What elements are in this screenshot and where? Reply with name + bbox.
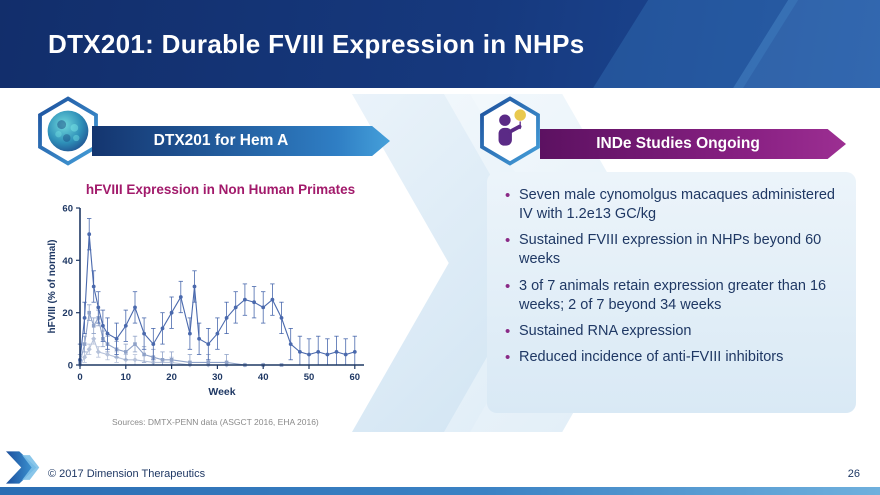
svg-text:50: 50 <box>304 372 315 383</box>
svg-text:60: 60 <box>350 372 361 383</box>
svg-text:60: 60 <box>62 204 73 215</box>
svg-text:40: 40 <box>258 372 269 383</box>
bottom-accent-bar <box>0 487 880 495</box>
copyright-text: © 2017 Dimension Therapeutics <box>48 468 206 480</box>
patient-with-iv-icon <box>480 96 540 166</box>
slide-title: DTX201: Durable FVIII Expression in NHPs <box>48 28 585 59</box>
inde-banner: INDe Studies Ongoing <box>540 129 846 159</box>
svg-text:0: 0 <box>77 372 82 383</box>
svg-text:Week: Week <box>208 386 235 398</box>
hem-a-banner: DTX201 for Hem A <box>92 126 390 156</box>
svg-text:20: 20 <box>62 308 73 319</box>
inde-summary-box: Seven male cynomolgus macaques administe… <box>487 172 856 413</box>
nhp-chart-svg: 0 10 20 30 40 50 60 0 20 40 60 Week hFVIII (% of nor… <box>47 204 364 398</box>
page-number: 26 <box>847 468 860 480</box>
dimension-therapeutics-logo <box>6 451 40 484</box>
bullet-item: Reduced incidence of anti-FVIII inhibito… <box>505 348 844 368</box>
chart-title: hFVIII Expression in Non Human Primates <box>85 182 356 197</box>
svg-text:10: 10 <box>121 372 132 383</box>
bullet-item: Sustained RNA expression <box>505 322 844 342</box>
nhp-expression-chart: 0 10 20 30 40 50 60 0 20 40 60 Week hFVIII (% of nor… <box>44 198 374 403</box>
svg-text:20: 20 <box>166 372 177 383</box>
svg-text:30: 30 <box>212 372 223 383</box>
sources-note: Sources: DMTX-PENN data (ASGCT 2016, EHA… <box>112 417 319 427</box>
inde-banner-label: INDe Studies Ongoing <box>596 135 760 152</box>
bullet-item: Sustained FVIII expression in NHPs beyon… <box>505 231 844 269</box>
svg-text:0: 0 <box>68 361 73 372</box>
svg-text:40: 40 <box>62 256 73 267</box>
title-bar: DTX201: Durable FVIII Expression in NHPs <box>0 0 880 88</box>
bullet-item: Seven male cynomolgus macaques administe… <box>505 186 844 224</box>
bullet-item: 3 of 7 animals retain expression greater… <box>505 277 844 315</box>
hem-a-banner-label: DTX201 for Hem A <box>153 132 289 149</box>
virus-capsid-icon <box>38 96 98 166</box>
bullet-list: Seven male cynomolgus macaques administe… <box>505 186 844 368</box>
svg-text:hFVIII (% of normal): hFVIII (% of normal) <box>47 240 58 334</box>
